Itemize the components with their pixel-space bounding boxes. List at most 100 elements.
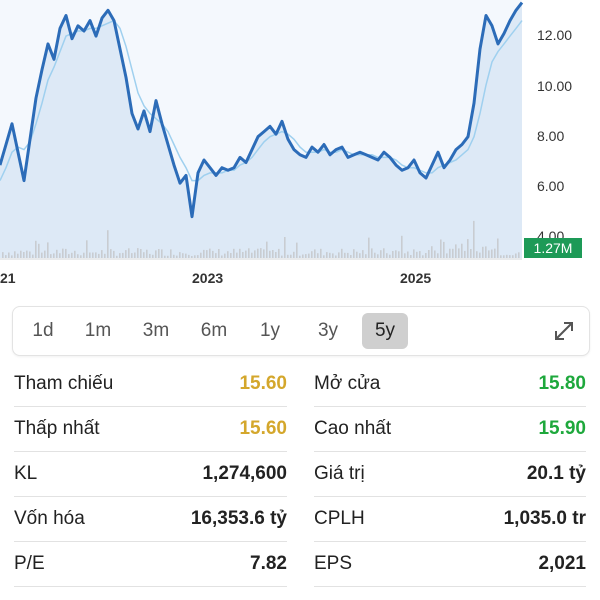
volume-bar — [221, 255, 223, 258]
volume-bar — [464, 250, 466, 258]
volume-bar — [245, 250, 247, 258]
volume-bar — [146, 249, 148, 258]
volume-bar — [485, 246, 487, 258]
volume-bar — [89, 252, 91, 258]
volume-bar — [368, 237, 370, 258]
volume-bar — [488, 250, 490, 258]
volume-bar — [335, 255, 337, 258]
volume-bar — [2, 252, 4, 258]
volume-bar — [101, 250, 103, 258]
volume-label: KL — [14, 463, 38, 484]
volume-bar — [440, 239, 442, 258]
volume-bar — [161, 249, 163, 258]
volume-bar — [278, 248, 280, 258]
trade-value-value: 20.1 tỷ — [526, 463, 586, 484]
volume-bar — [20, 250, 22, 258]
volume-bar — [353, 249, 355, 258]
volume-bar — [428, 250, 430, 258]
volume-bar — [149, 253, 151, 258]
shares-outstanding-value: 1,035.0 tr — [503, 508, 586, 529]
market-cap-value: 16,353.6 tỷ — [190, 508, 287, 529]
volume-bar — [473, 220, 475, 258]
y-tick-label: 10.00 — [537, 78, 572, 94]
volume-bar — [410, 255, 412, 258]
stats-row: Tham chiếu 15.60 Mở cửa 15.80 — [0, 362, 600, 407]
market-cap-stat: Vốn hóa 16,353.6 tỷ — [14, 497, 287, 542]
volume-bar — [23, 252, 25, 258]
volume-bar — [167, 255, 169, 258]
volume-bar — [263, 249, 265, 258]
volume-bar — [407, 251, 409, 258]
volume-bar — [56, 249, 58, 258]
volume-bar — [359, 253, 361, 258]
volume-bar — [287, 254, 289, 258]
price-line — [0, 1, 524, 219]
range-tab-3y[interactable]: 3y — [317, 320, 339, 341]
volume-bar — [383, 248, 385, 258]
volume-bar — [212, 250, 214, 258]
range-tab-5y[interactable]: 5y — [362, 313, 408, 349]
volume-bar — [98, 253, 100, 258]
price-chart[interactable]: 12.00 10.00 8.00 6.00 4.00 1.27M 21 2023… — [0, 0, 600, 292]
volume-bar — [188, 254, 190, 258]
volume-bar — [512, 255, 514, 258]
volume-badge-label: 1.27M — [534, 240, 573, 256]
range-tab-1y[interactable]: 1y — [259, 320, 281, 341]
volume-bar — [509, 255, 511, 258]
expand-icon[interactable] — [551, 318, 577, 344]
volume-bar — [77, 254, 79, 258]
pe-label: P/E — [14, 553, 45, 574]
volume-bar — [218, 249, 220, 258]
volume-bar — [479, 252, 481, 258]
volume-bar — [494, 248, 496, 258]
volume-bar — [458, 248, 460, 258]
volume-bar — [431, 246, 433, 258]
volume-bar — [446, 253, 448, 258]
volume-bar — [17, 253, 19, 258]
volume-bar — [356, 251, 358, 258]
stats-row: Thấp nhất 15.60 Cao nhất 15.90 — [0, 407, 600, 452]
x-tick-label: 21 — [0, 270, 16, 286]
volume-bar — [425, 253, 427, 258]
volume-bar — [395, 250, 397, 258]
volume-bar — [404, 253, 406, 258]
range-tab-1m[interactable]: 1m — [84, 320, 112, 341]
volume-bar — [95, 252, 97, 258]
volume-bar — [374, 252, 376, 258]
volume-bar — [491, 249, 493, 258]
volume-bar — [38, 243, 40, 258]
volume-bar — [317, 253, 319, 258]
volume-bar — [41, 252, 43, 258]
volume-bar — [377, 254, 379, 258]
volume-bar — [239, 248, 241, 258]
volume-bar — [254, 250, 256, 258]
range-tab-1d[interactable]: 1d — [32, 320, 54, 341]
volume-bar — [122, 252, 124, 258]
market-cap-label: Vốn hóa — [14, 508, 85, 529]
volume-bar — [413, 249, 415, 258]
volume-bar — [323, 255, 325, 258]
reference-price-value: 15.60 — [239, 373, 287, 394]
open-price: Mở cửa 15.80 — [314, 362, 586, 407]
volume-bar — [308, 253, 310, 258]
volume-bar — [50, 254, 52, 258]
volume-bar — [215, 253, 217, 258]
volume-bar — [293, 251, 295, 258]
high-price: Cao nhất 15.90 — [314, 407, 586, 452]
volume-bar — [500, 255, 502, 258]
volume-bar — [170, 249, 172, 258]
volume-value: 1,274,600 — [202, 463, 287, 484]
volume-bars — [2, 220, 520, 258]
volume-bar — [191, 256, 193, 258]
stats-row: Vốn hóa 16,353.6 tỷ CPLH 1,035.0 tr — [0, 497, 600, 542]
low-price: Thấp nhất 15.60 — [14, 407, 287, 452]
volume-bar — [155, 250, 157, 258]
range-tab-3m[interactable]: 3m — [142, 320, 170, 341]
shares-outstanding-label: CPLH — [314, 508, 365, 529]
range-tab-6m[interactable]: 6m — [200, 320, 228, 341]
volume-bar — [320, 248, 322, 258]
volume-bar — [422, 255, 424, 258]
volume-bar — [104, 253, 106, 258]
volume-bar — [140, 249, 142, 258]
volume-bar — [200, 252, 202, 258]
